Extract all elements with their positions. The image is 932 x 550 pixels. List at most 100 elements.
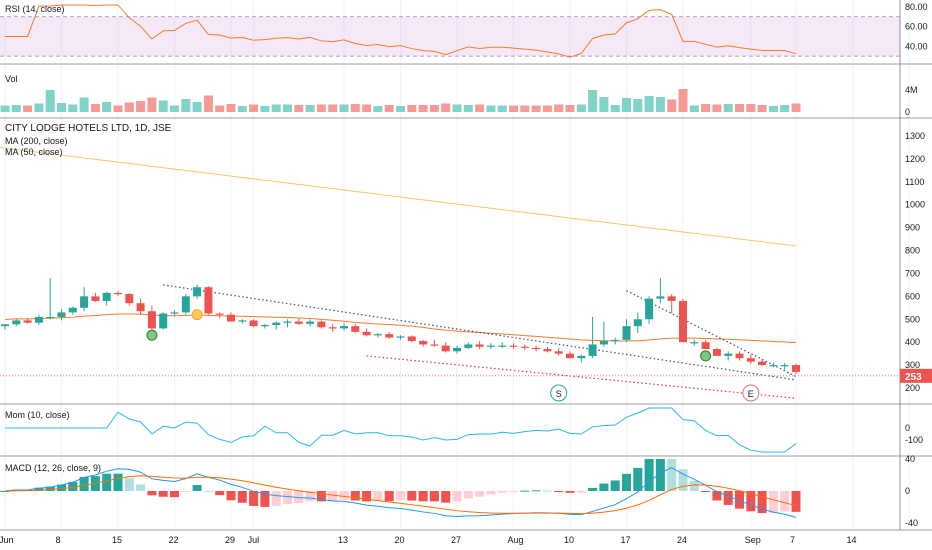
price-pane[interactable]: 200 300 400 500 600 700 800 900 1000 1100 1200 1300… [0,131,932,402]
volume-bar [23,105,33,112]
candle-body [249,320,258,327]
price-tick-label: 600 [905,291,920,301]
volume-bar [170,105,179,112]
volume-bar [622,98,631,112]
macd-histogram-bar [294,491,304,504]
price-tick-label: 1200 [905,154,925,164]
macd-histogram-bar [136,484,146,491]
time-tick-label: Sep [745,535,761,545]
macd-histogram-bar [780,491,790,512]
candle-body [328,327,337,329]
momentum-label: Mom (10, close) [5,410,70,420]
letter-marker [550,384,568,402]
macd-histogram-bar [542,490,552,492]
candle-body [272,322,281,325]
volume-bar [599,97,609,112]
macd-histogram-bar [113,473,123,491]
candle-body [724,353,733,356]
time-tick-label: Aug [508,535,524,545]
candle-body [204,287,213,314]
candle-body [351,326,360,332]
volume-bar [610,105,620,112]
volume-bar [531,105,541,112]
volume-bar [113,105,123,112]
candle-body [645,298,654,320]
candle-body [114,292,122,295]
candle-body [373,334,382,336]
macd-histogram-bar [520,490,530,492]
macd-histogram-bar [610,480,620,491]
candle-body [667,296,676,301]
macd-histogram-bar [350,491,360,501]
macd-histogram-bar [588,487,598,491]
macd-histogram-bar [633,467,643,491]
momentum-tick-label: 0 [905,423,910,433]
macd-histogram-bar [486,491,496,495]
rsi-line [5,4,797,58]
ma200-label: MA (200, close) [5,136,68,146]
candle-body [12,320,21,325]
last-price-tag [900,368,932,383]
macd-histogram-bar [328,491,338,502]
volume-bar [746,104,756,112]
macd-histogram-bar [497,491,507,493]
macd-histogram-bar [181,491,191,492]
volume-bar [463,105,473,112]
candle-body [430,344,439,346]
candle-body [125,294,134,304]
macd-histogram-bar [701,491,711,492]
macd-histogram-bar [599,483,609,491]
volume-bar [350,104,360,112]
ma50-label: MA (50, close) [5,147,63,157]
candle-body [792,365,800,372]
volume-bar [701,104,711,112]
volume-bar [542,105,552,112]
macd-histogram-bar [407,491,417,501]
macd-histogram-bar [316,491,326,502]
time-tick-label: 8 [56,535,61,545]
macd-histogram-bar [158,491,168,497]
volume-pane[interactable]: 0 4M [0,85,918,117]
candle-body [1,324,9,327]
macd-label: MACD (12, 26, close, 9) [5,463,101,473]
trendline-upper [163,284,797,381]
candle-body [690,342,699,344]
volume-bar [249,104,259,112]
macd-histogram-bar [655,459,665,491]
time-tick-label: 27 [451,535,461,545]
candle-body [46,316,55,319]
macd-histogram-bar [757,491,767,514]
macd-tick-label: -40 [905,518,918,528]
macd-histogram-bar [723,491,733,505]
macd-histogram-bar [45,486,55,491]
candle-body [23,320,32,323]
volume-bar [712,104,722,112]
macd-histogram-bar [283,491,292,505]
price-tick-label: 200 [905,383,920,393]
macd-pane[interactable]: 40 0 -40 [0,454,919,528]
last-price-value: 253 [905,372,922,383]
candle-body [577,355,586,359]
time-axis[interactable]: Jun 8 15 22 29 Jul 13 20 27 Aug 10 17 24 Sep 7 14 [0,535,857,545]
volume-tick-label: 0 [905,107,910,117]
pane-frame [0,0,932,531]
volume-bar [181,99,191,112]
candle-body [543,349,552,352]
momentum-pane[interactable]: 0 -100 [5,407,923,453]
volume-bar [757,105,767,112]
volume-bar [655,97,665,112]
volume-bar [362,104,372,112]
candle-body [57,312,66,317]
macd-histogram-bar [667,459,677,491]
candle-body [769,365,778,367]
time-tick-label: 22 [169,535,179,545]
candle-body [746,358,755,362]
volume-bar [486,105,496,112]
volume-bar [407,105,417,112]
macd-histogram-bar [712,491,722,501]
volume-bar [644,96,654,112]
candle-body [181,296,190,313]
rsi-pane[interactable]: 40.00 60.00 80.00 [0,2,928,58]
volume-bar [136,101,146,112]
macd-histogram-bar [339,491,349,500]
